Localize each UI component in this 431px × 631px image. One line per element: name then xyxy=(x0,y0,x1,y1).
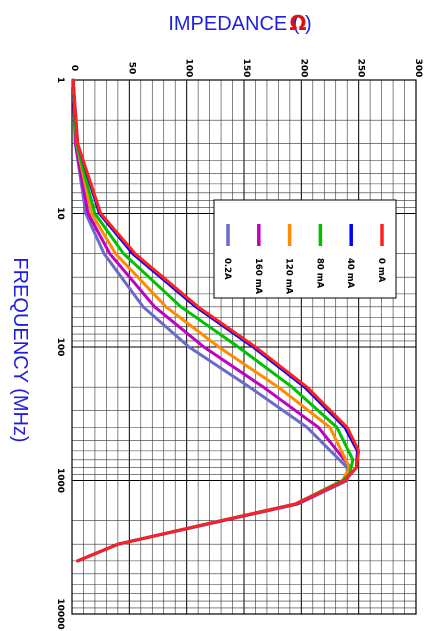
legend-label: 160 mA xyxy=(253,258,263,295)
series-line xyxy=(71,78,361,563)
y-axis-title: IMPEDANCE ( ) Ω xyxy=(168,11,311,35)
legend-label: 0 mA xyxy=(376,258,386,283)
y-tick-label: 250 xyxy=(356,59,366,78)
y-tick-label: 50 xyxy=(126,62,136,75)
y-axis-title-text: IMPEDANCE ( ) xyxy=(168,13,311,35)
x-tick-label: 10 xyxy=(55,207,65,220)
y-tick-label: 150 xyxy=(241,59,251,78)
y-tick-label: 100 xyxy=(184,59,194,78)
x-tick-label: 10000 xyxy=(55,598,65,629)
x-tick-label: 1 xyxy=(55,77,65,83)
x-axis-title: FREQUENCY (MHz) xyxy=(9,257,31,442)
y-tick-label: 200 xyxy=(298,59,308,78)
legend-label: 120 mA xyxy=(284,258,294,295)
legend-label: 40 mA xyxy=(345,258,355,289)
y-tick-label: 300 xyxy=(413,59,423,78)
legend-label: 0.2A xyxy=(222,258,232,280)
legend-label: 80 mA xyxy=(314,258,324,289)
plot-border xyxy=(71,79,417,615)
x-tick-label: 1000 xyxy=(55,468,65,493)
ohm-symbol-icon: Ω xyxy=(289,11,306,35)
legend-box xyxy=(213,199,397,299)
y-tick-label: 0 xyxy=(69,65,79,71)
x-tick-label: 100 xyxy=(55,338,65,357)
